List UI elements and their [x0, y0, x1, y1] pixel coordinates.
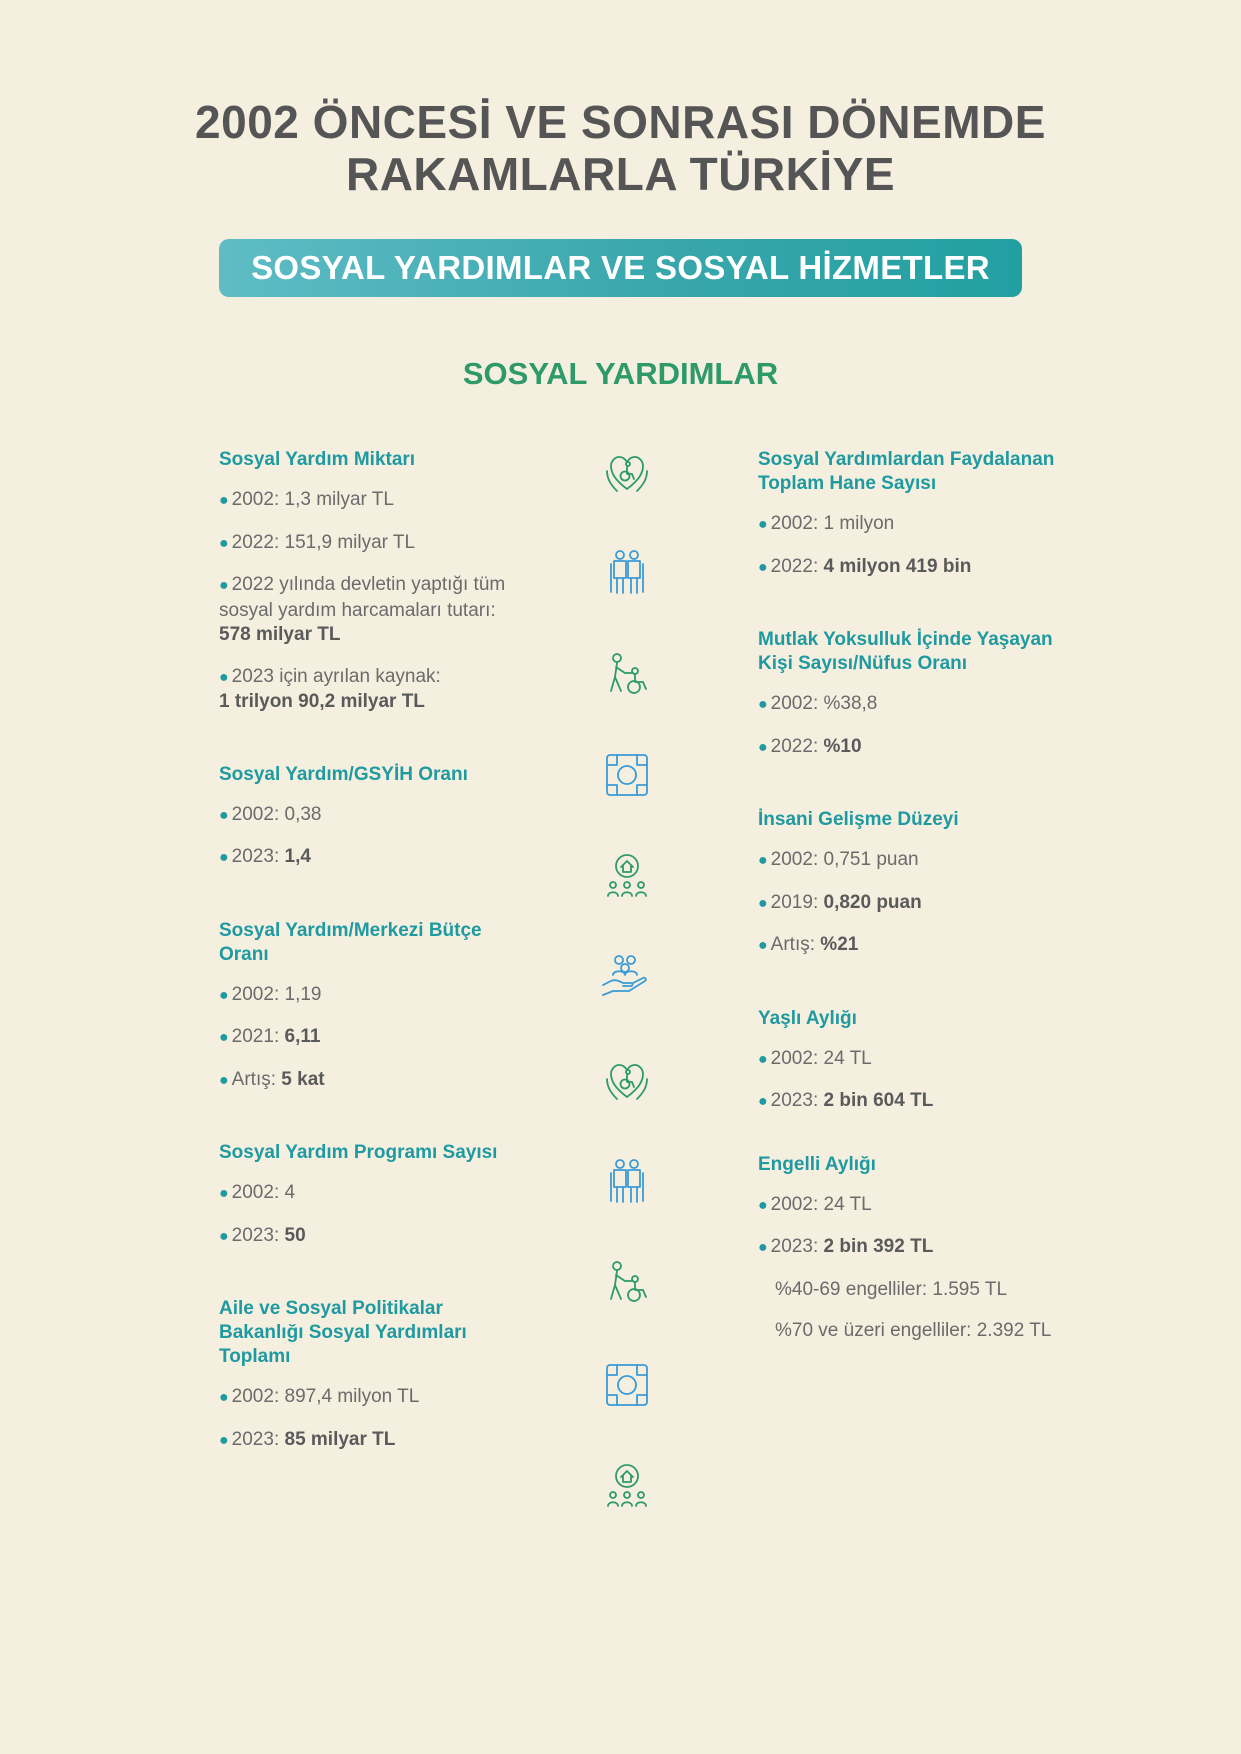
stat-heading: Sosyal Yardım/GSYİH Oranı	[219, 763, 468, 785]
stat-item: ● 2002: 24 TL	[758, 1193, 872, 1215]
bullet-icon: ●	[219, 986, 229, 1004]
section-title: SOSYAL YARDIMLAR	[462, 356, 779, 391]
stat-item: ● Artış: %21	[758, 934, 859, 955]
page-title-line2: RAKAMLARLA TÜRKİYE	[345, 148, 896, 200]
left-column: Sosyal Yardım Miktarı ● 2002: 1,3 milyar …	[219, 448, 519, 1491]
stat-item: ● 2023 için ayrılan kaynak: 1 trilyon 90,2…	[219, 665, 441, 713]
stat-item: ● 2002: 4	[219, 1182, 296, 1203]
stat-block-aid-program-count: Sosyal Yardım Programı Sayısı ● 2002: 4 ●…	[219, 1141, 519, 1249]
caregiver-wheelchair-icon	[603, 1259, 651, 1307]
stat-block-ministry-aid-total: Aile ve Sosyal Politikalar Bakanlığı Sos…	[219, 1297, 519, 1453]
bullet-icon: ●	[758, 516, 768, 533]
community-house-icon	[603, 1462, 651, 1510]
bullet-icon: ●	[758, 1239, 768, 1256]
stat-item: ● 2002: 1,19	[219, 983, 322, 1005]
stat-item: ● 2002: 1 milyon	[758, 513, 895, 534]
stat-item: ● 2022: 4 milyon 419 bin	[758, 555, 972, 577]
stat-heading: Engelli Aylığı	[758, 1153, 876, 1175]
bullet-icon: ●	[219, 806, 229, 824]
bullet-icon: ●	[219, 668, 229, 686]
bullet-icon: ●	[758, 696, 768, 713]
heart-hands-wheelchair-icon	[603, 449, 651, 497]
bullet-icon: ●	[219, 577, 229, 594]
stat-item: ● 2022: %10	[758, 735, 862, 757]
stat-item: ● 2002: %38,8	[758, 693, 878, 714]
bullet-icon: ●	[219, 1185, 229, 1202]
hand-group-icon	[601, 951, 651, 999]
stat-item: ● 2002: 897,4 milyon TL	[219, 1386, 420, 1407]
stat-item: ● 2002: 0,751 puan	[758, 849, 919, 870]
stat-item: ● 2023: 50	[219, 1224, 306, 1246]
right-column: Sosyal Yardımlardan Faydalanan Toplam Ha…	[758, 448, 1088, 1382]
elderly-couple-icon	[603, 548, 651, 596]
bullet-icon: ●	[219, 1431, 229, 1449]
stat-item: ● 2023: 2 bin 604 TL	[758, 1090, 934, 1111]
section-banner: SOSYAL YARDIMLAR VE SOSYAL HİZMETLER	[219, 239, 1022, 297]
stat-heading: Sosyal Yardım/Merkezi Bütçe Oranı	[219, 919, 482, 965]
bullet-icon: ●	[758, 1093, 768, 1110]
hands-circle-icon	[603, 751, 651, 799]
stat-heading: Aile ve Sosyal Politikalar Bakanlığı Sos…	[219, 1298, 467, 1367]
bullet-icon: ●	[219, 1389, 229, 1406]
stat-item: ● Artış: 5 kat	[219, 1068, 325, 1090]
stat-item: ● 2019: 0,820 puan	[758, 891, 922, 913]
bullet-icon: ●	[219, 534, 229, 552]
caregiver-wheelchair-icon	[603, 651, 651, 699]
stat-block-disability-pension: Engelli Aylığı ● 2002: 24 TL ● 2023: 2 bin…	[758, 1153, 1088, 1344]
stat-block-beneficiary-households: Sosyal Yardımlardan Faydalanan Toplam Ha…	[758, 448, 1088, 580]
stat-block-aid-budget-ratio: Sosyal Yardım/Merkezi Bütçe Oranı ● 2002:…	[219, 919, 519, 1094]
stat-item: ● 2002: 1,3 milyar TL	[219, 489, 394, 510]
stat-item: ● 2023: 2 bin 392 TL	[758, 1236, 934, 1257]
stat-heading: Sosyal Yardım Programı Sayısı	[219, 1142, 498, 1163]
page-title-line1: 2002 ÖNCESİ VE SONRASI DÖNEMDE	[195, 96, 1046, 148]
bullet-icon: ●	[758, 738, 768, 756]
bullet-icon: ●	[758, 558, 768, 576]
bullet-icon: ●	[219, 1227, 229, 1245]
stat-heading: Mutlak Yoksulluk İçinde Yaşayan Kişi Say…	[758, 629, 1053, 674]
stat-heading: Yaşlı Aylığı	[758, 1007, 857, 1029]
stat-heading: Sosyal Yardım Miktarı	[219, 449, 416, 470]
stat-block-social-aid-amount: Sosyal Yardım Miktarı ● 2002: 1,3 milyar …	[219, 448, 519, 715]
bullet-icon: ●	[758, 852, 768, 869]
stat-block-elderly-pension: Yaşlı Aylığı ● 2002: 24 TL ● 2023: 2 bin 6…	[758, 1007, 1088, 1115]
stat-block-human-development: İnsani Gelişme Düzeyi ● 2002: 0,751 puan …	[758, 808, 1088, 959]
bullet-icon: ●	[758, 894, 768, 912]
bullet-icon: ●	[758, 1196, 768, 1214]
bullet-icon: ●	[219, 849, 229, 866]
page-title: 2002 ÖNCESİ VE SONRASI DÖNEMDE RAKAMLARL…	[0, 96, 1241, 200]
stat-item: ● 2002: 0,38	[219, 803, 322, 825]
community-house-icon	[603, 852, 651, 900]
stat-heading: İnsani Gelişme Düzeyi	[758, 809, 959, 830]
hands-circle-icon	[603, 1361, 651, 1409]
bullet-icon: ●	[219, 1029, 229, 1046]
stat-heading: Sosyal Yardımlardan Faydalanan Toplam Ha…	[758, 449, 1055, 494]
stat-item: ● 2023: 85 milyar TL	[219, 1428, 396, 1450]
stat-block-absolute-poverty: Mutlak Yoksulluk İçinde Yaşayan Kişi Say…	[758, 628, 1088, 760]
stat-item: ● 2022 yılında devletin yaptığı tüm sosya…	[219, 574, 506, 645]
stat-subitem: %70 ve üzeri engelliler: 2.392 TL	[775, 1320, 1052, 1341]
stat-item: ● 2021: 6,11	[219, 1026, 321, 1047]
bullet-icon: ●	[758, 1050, 768, 1068]
heart-hands-wheelchair-icon	[603, 1057, 651, 1105]
stat-subitem: %40-69 engelliler: 1.595 TL	[775, 1278, 1008, 1300]
stat-item: ● 2022: 151,9 milyar TL	[219, 531, 416, 553]
stat-block-aid-gdp-ratio: Sosyal Yardım/GSYİH Oranı ● 2002: 0,38 ● 2…	[219, 763, 519, 871]
stat-item: ● 2023: 1,4	[219, 846, 311, 867]
bullet-icon: ●	[758, 937, 768, 954]
bullet-icon: ●	[219, 492, 229, 509]
stat-item: ● 2002: 24 TL	[758, 1047, 872, 1069]
elderly-couple-icon	[603, 1157, 651, 1205]
bullet-icon: ●	[219, 1071, 229, 1089]
